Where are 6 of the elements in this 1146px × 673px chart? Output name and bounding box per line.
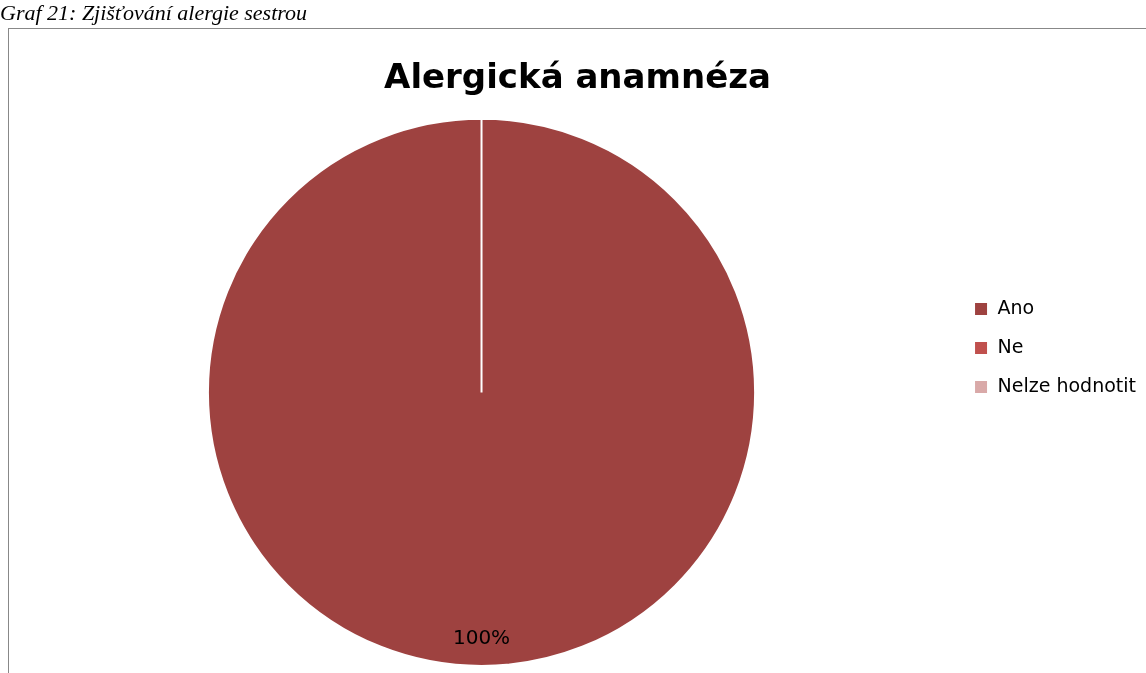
legend-label: Nelze hodnotit	[997, 373, 1137, 396]
data-label: 100%	[452, 624, 511, 649]
text: Graf 21: Zjišťování alergie sestrou	[0, 0, 308, 26]
legend-label: Ne	[997, 334, 1024, 357]
chart-title: Alergická anamnéza	[384, 56, 771, 97]
legend-label: Ano	[997, 295, 1035, 318]
